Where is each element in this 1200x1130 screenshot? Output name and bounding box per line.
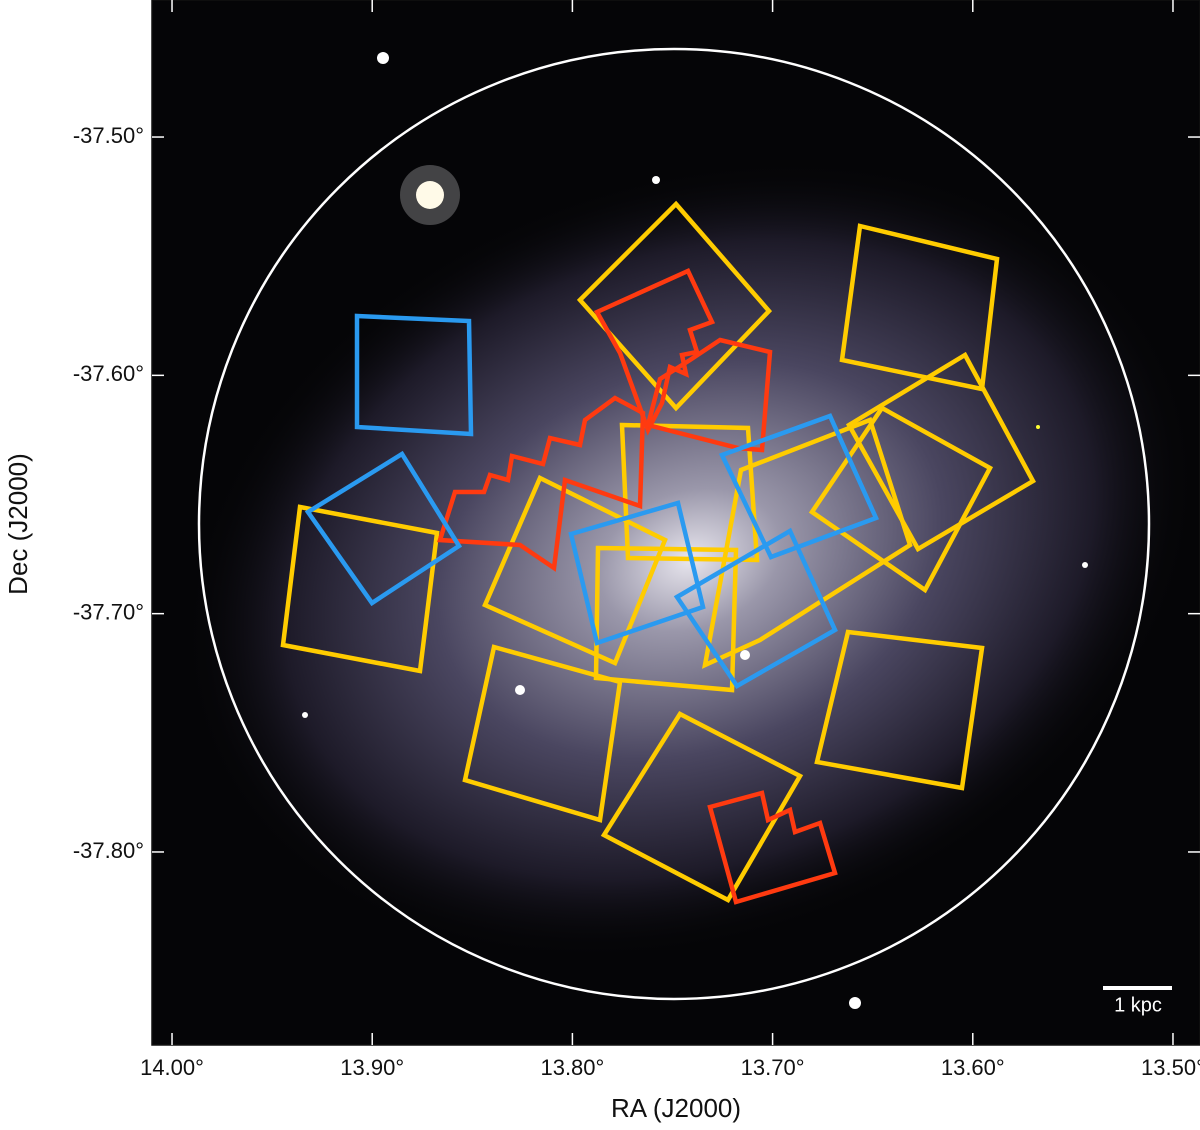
scale-label: 1 kpc <box>1114 994 1162 1016</box>
footprints-blue <box>304 313 880 689</box>
x-tick-label: 13.70° <box>741 1055 805 1080</box>
y-axis-label: Dec (J2000) <box>3 453 33 595</box>
x-tick-label: 14.00° <box>140 1055 204 1080</box>
y-tick-label: -37.80° <box>73 838 144 863</box>
y-tick-label: -37.70° <box>73 599 144 624</box>
x-tick-label: 13.60° <box>941 1055 1005 1080</box>
x-tick-label: 13.80° <box>540 1055 604 1080</box>
y-tick-label: -37.50° <box>73 123 144 148</box>
x-tick-label: 13.90° <box>340 1055 404 1080</box>
x-tick-label: 13.50° <box>1141 1055 1200 1080</box>
y-tick-label: -37.60° <box>73 361 144 386</box>
field-circle <box>197 47 1151 1001</box>
x-axis-label: RA (J2000) <box>611 1093 741 1123</box>
footprints-red <box>436 268 838 905</box>
frame <box>151 0 1200 1046</box>
